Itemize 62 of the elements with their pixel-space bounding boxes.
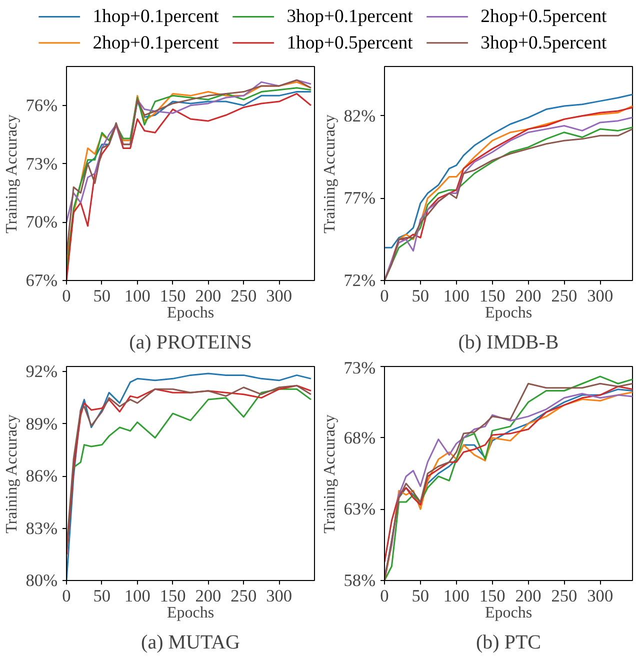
x-tick-label: 100	[124, 586, 150, 606]
text: (b) IMDB-B	[458, 332, 559, 354]
x-tick-label: 0	[62, 286, 71, 306]
y-tick-label: 86%	[26, 466, 58, 486]
x-tick-label: 100	[443, 286, 470, 306]
x-tick-label: 0	[380, 286, 389, 306]
x-tick-label: 300	[587, 586, 614, 606]
x-tick-label: 150	[479, 586, 506, 606]
x-tick-label: 200	[195, 286, 222, 306]
x-axis-title: Epochs	[166, 304, 214, 322]
legend-label: 3hop+0.5percent	[480, 32, 608, 54]
x-tick-label: 250	[230, 586, 257, 606]
y-tick-label: 58%	[344, 571, 376, 590]
x-tick-label: 100	[443, 586, 470, 606]
y-tick-label: 67%	[26, 271, 58, 290]
y-tick-label: 82%	[344, 106, 376, 126]
x-tick-label: 150	[160, 286, 186, 306]
y-tick-label: 68%	[344, 428, 376, 448]
y-axis-title: Training Accuracy	[4, 414, 21, 534]
y-tick-label: 83%	[26, 518, 58, 538]
text: (a) PROTEINS	[129, 332, 252, 354]
x-tick-label: 250	[551, 586, 578, 606]
x-tick-label: 300	[587, 286, 614, 306]
legend-label: 2hop+0.1percent	[92, 32, 220, 54]
text: (b) PTC	[476, 632, 541, 654]
x-tick-label: 50	[93, 286, 111, 306]
x-tick-label: 300	[266, 586, 292, 606]
y-axis-title: Training Accuracy	[4, 114, 21, 234]
legend-label: 3hop+0.1percent	[286, 6, 414, 28]
x-axis-title: Epochs	[484, 304, 532, 322]
x-tick-label: 150	[160, 586, 186, 606]
y-axis-title: Training Accuracy	[322, 414, 339, 534]
x-tick-label: 100	[124, 286, 150, 306]
x-tick-label: 250	[230, 286, 257, 306]
x-tick-label: 50	[93, 586, 111, 606]
x-axis-title: Epochs	[166, 604, 214, 622]
x-tick-label: 150	[479, 286, 506, 306]
y-tick-label: 80%	[26, 571, 58, 590]
y-tick-label: 72%	[344, 271, 376, 290]
legend-label: 2hop+0.5percent	[480, 6, 608, 28]
x-tick-label: 0	[380, 586, 389, 606]
x-tick-label: 200	[515, 286, 542, 306]
x-axis-title: Epochs	[484, 604, 532, 622]
text: (a) MUTAG	[141, 632, 240, 654]
y-axis-title: Training Accuracy	[322, 114, 339, 234]
y-tick-label: 77%	[344, 188, 376, 208]
x-tick-label: 200	[195, 586, 222, 606]
x-tick-label: 200	[515, 586, 542, 606]
y-tick-label: 76%	[26, 96, 58, 115]
x-tick-label: 0	[62, 586, 71, 606]
y-tick-label: 73%	[344, 358, 376, 378]
y-tick-label: 89%	[26, 414, 58, 434]
x-tick-label: 50	[412, 586, 430, 606]
x-tick-label: 50	[412, 286, 430, 306]
y-tick-label: 73%	[26, 154, 58, 174]
y-tick-label: 92%	[26, 362, 58, 382]
legend-label: 1hop+0.1percent	[92, 6, 220, 28]
legend-label: 1hop+0.5percent	[286, 32, 414, 54]
y-tick-label: 63%	[344, 500, 376, 519]
y-tick-label: 70%	[26, 212, 58, 232]
x-tick-label: 250	[551, 286, 578, 306]
x-tick-label: 300	[266, 286, 292, 306]
